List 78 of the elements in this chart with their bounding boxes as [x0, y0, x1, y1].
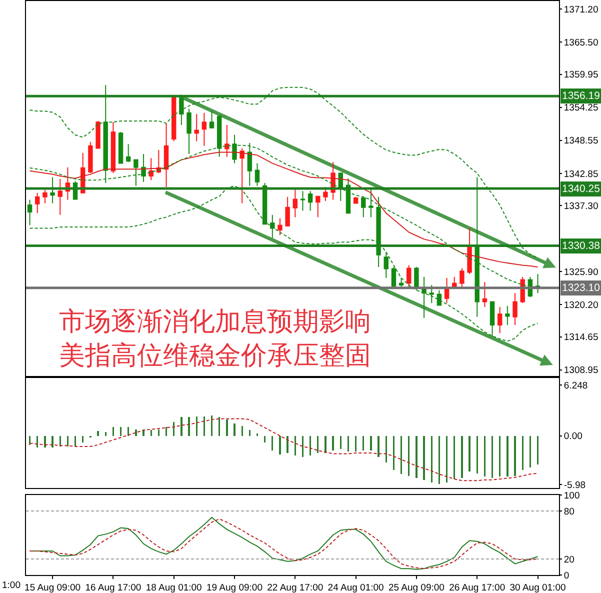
candlestick [224, 124, 230, 158]
candlestick [194, 114, 199, 142]
candlestick [490, 301, 495, 338]
candlestick [414, 266, 419, 291]
candlestick [285, 196, 290, 226]
x-tick-label: 19 Aug 09:00 [206, 582, 262, 593]
candlestick [278, 218, 282, 236]
x-tick-label: 22 Aug 17:00 [267, 582, 324, 593]
y-tick-label: 1325.90 [564, 266, 598, 278]
y-tick-label: 100 [564, 490, 580, 502]
candlestick [164, 122, 169, 188]
ref-line-label: 1356.19 [562, 90, 600, 102]
y-tick-label: 1365.50 [564, 37, 598, 48]
candlestick [110, 122, 116, 174]
candlestick [398, 278, 404, 288]
candlestick [58, 178, 62, 216]
ref-line-label: 1340.25 [562, 183, 600, 195]
annotation: 美指高位维稳金价承压整固 [59, 341, 371, 371]
candlestick [270, 214, 275, 239]
y-tick-label: 1320.20 [564, 300, 598, 312]
candlestick [202, 112, 207, 146]
x-tick-label: 25 Aug 09:00 [388, 582, 444, 593]
candlestick [361, 196, 366, 218]
x-tick-label: 30 Aug 01:00 [510, 582, 566, 593]
candlestick [384, 252, 388, 279]
candlestick [88, 141, 93, 174]
candlestick [460, 268, 464, 288]
candlestick [512, 292, 518, 326]
y-tick-label: 1342.85 [564, 168, 598, 180]
line-series [29, 418, 538, 482]
candlestick [323, 186, 328, 202]
y-tick-label: 0.00 [564, 431, 582, 442]
candlestick [209, 110, 214, 128]
candlestick [118, 131, 124, 164]
annotation: 市场逐渐消化加息预期影响 [59, 307, 371, 337]
x-tick-label: 15 Aug 09:00 [24, 582, 81, 593]
candlestick [96, 120, 100, 150]
candlestick [27, 199, 32, 226]
candlestick [391, 266, 396, 288]
y-tick-label: 1348.55 [564, 136, 598, 147]
candlestick [353, 196, 358, 204]
candlestick [186, 108, 192, 155]
x-tick-label: 26 Aug 17:00 [449, 582, 506, 593]
y-tick-label: 1314.65 [564, 332, 598, 344]
ref-line-label: 1323.10 [562, 282, 600, 294]
candlestick [406, 264, 412, 288]
candlestick [505, 305, 510, 326]
candlestick [126, 144, 131, 163]
candlestick [482, 282, 488, 308]
x-tick-label: 24 Aug 01:00 [328, 582, 384, 593]
y-tick-label: 0 [564, 570, 570, 582]
line-series [29, 152, 538, 268]
y-tick-label: 1359.95 [564, 70, 598, 81]
y-tick-label: 1337.30 [564, 200, 598, 212]
candlestick [467, 228, 472, 274]
candlestick [35, 192, 40, 214]
candlestick [429, 284, 434, 304]
candlestick [498, 306, 502, 334]
candlestick [148, 158, 154, 181]
text: 1:00 [2, 580, 20, 591]
y-tick-label: 80 [564, 506, 574, 518]
candlestick [316, 196, 320, 218]
ref-line-label: 1330.38 [562, 240, 600, 252]
y-tick-label: -5.98 [564, 480, 586, 491]
candlestick [292, 188, 298, 218]
y-tick-label: 6.248 [564, 380, 588, 392]
candlestick [141, 154, 146, 182]
x-tick-label: 18 Aug 01:00 [146, 582, 202, 593]
x-tick-label: 16 Aug 17:00 [85, 582, 142, 593]
candlestick [422, 276, 426, 319]
y-tick-label: 20 [564, 554, 574, 566]
candlestick [444, 278, 450, 304]
candlestick [240, 148, 244, 204]
candlestick [42, 189, 48, 204]
y-tick-label: 1308.95 [564, 365, 598, 376]
candlestick [436, 290, 442, 306]
y-tick-label: 1354.25 [564, 102, 598, 114]
y-tick-label: 1371.20 [564, 4, 598, 16]
